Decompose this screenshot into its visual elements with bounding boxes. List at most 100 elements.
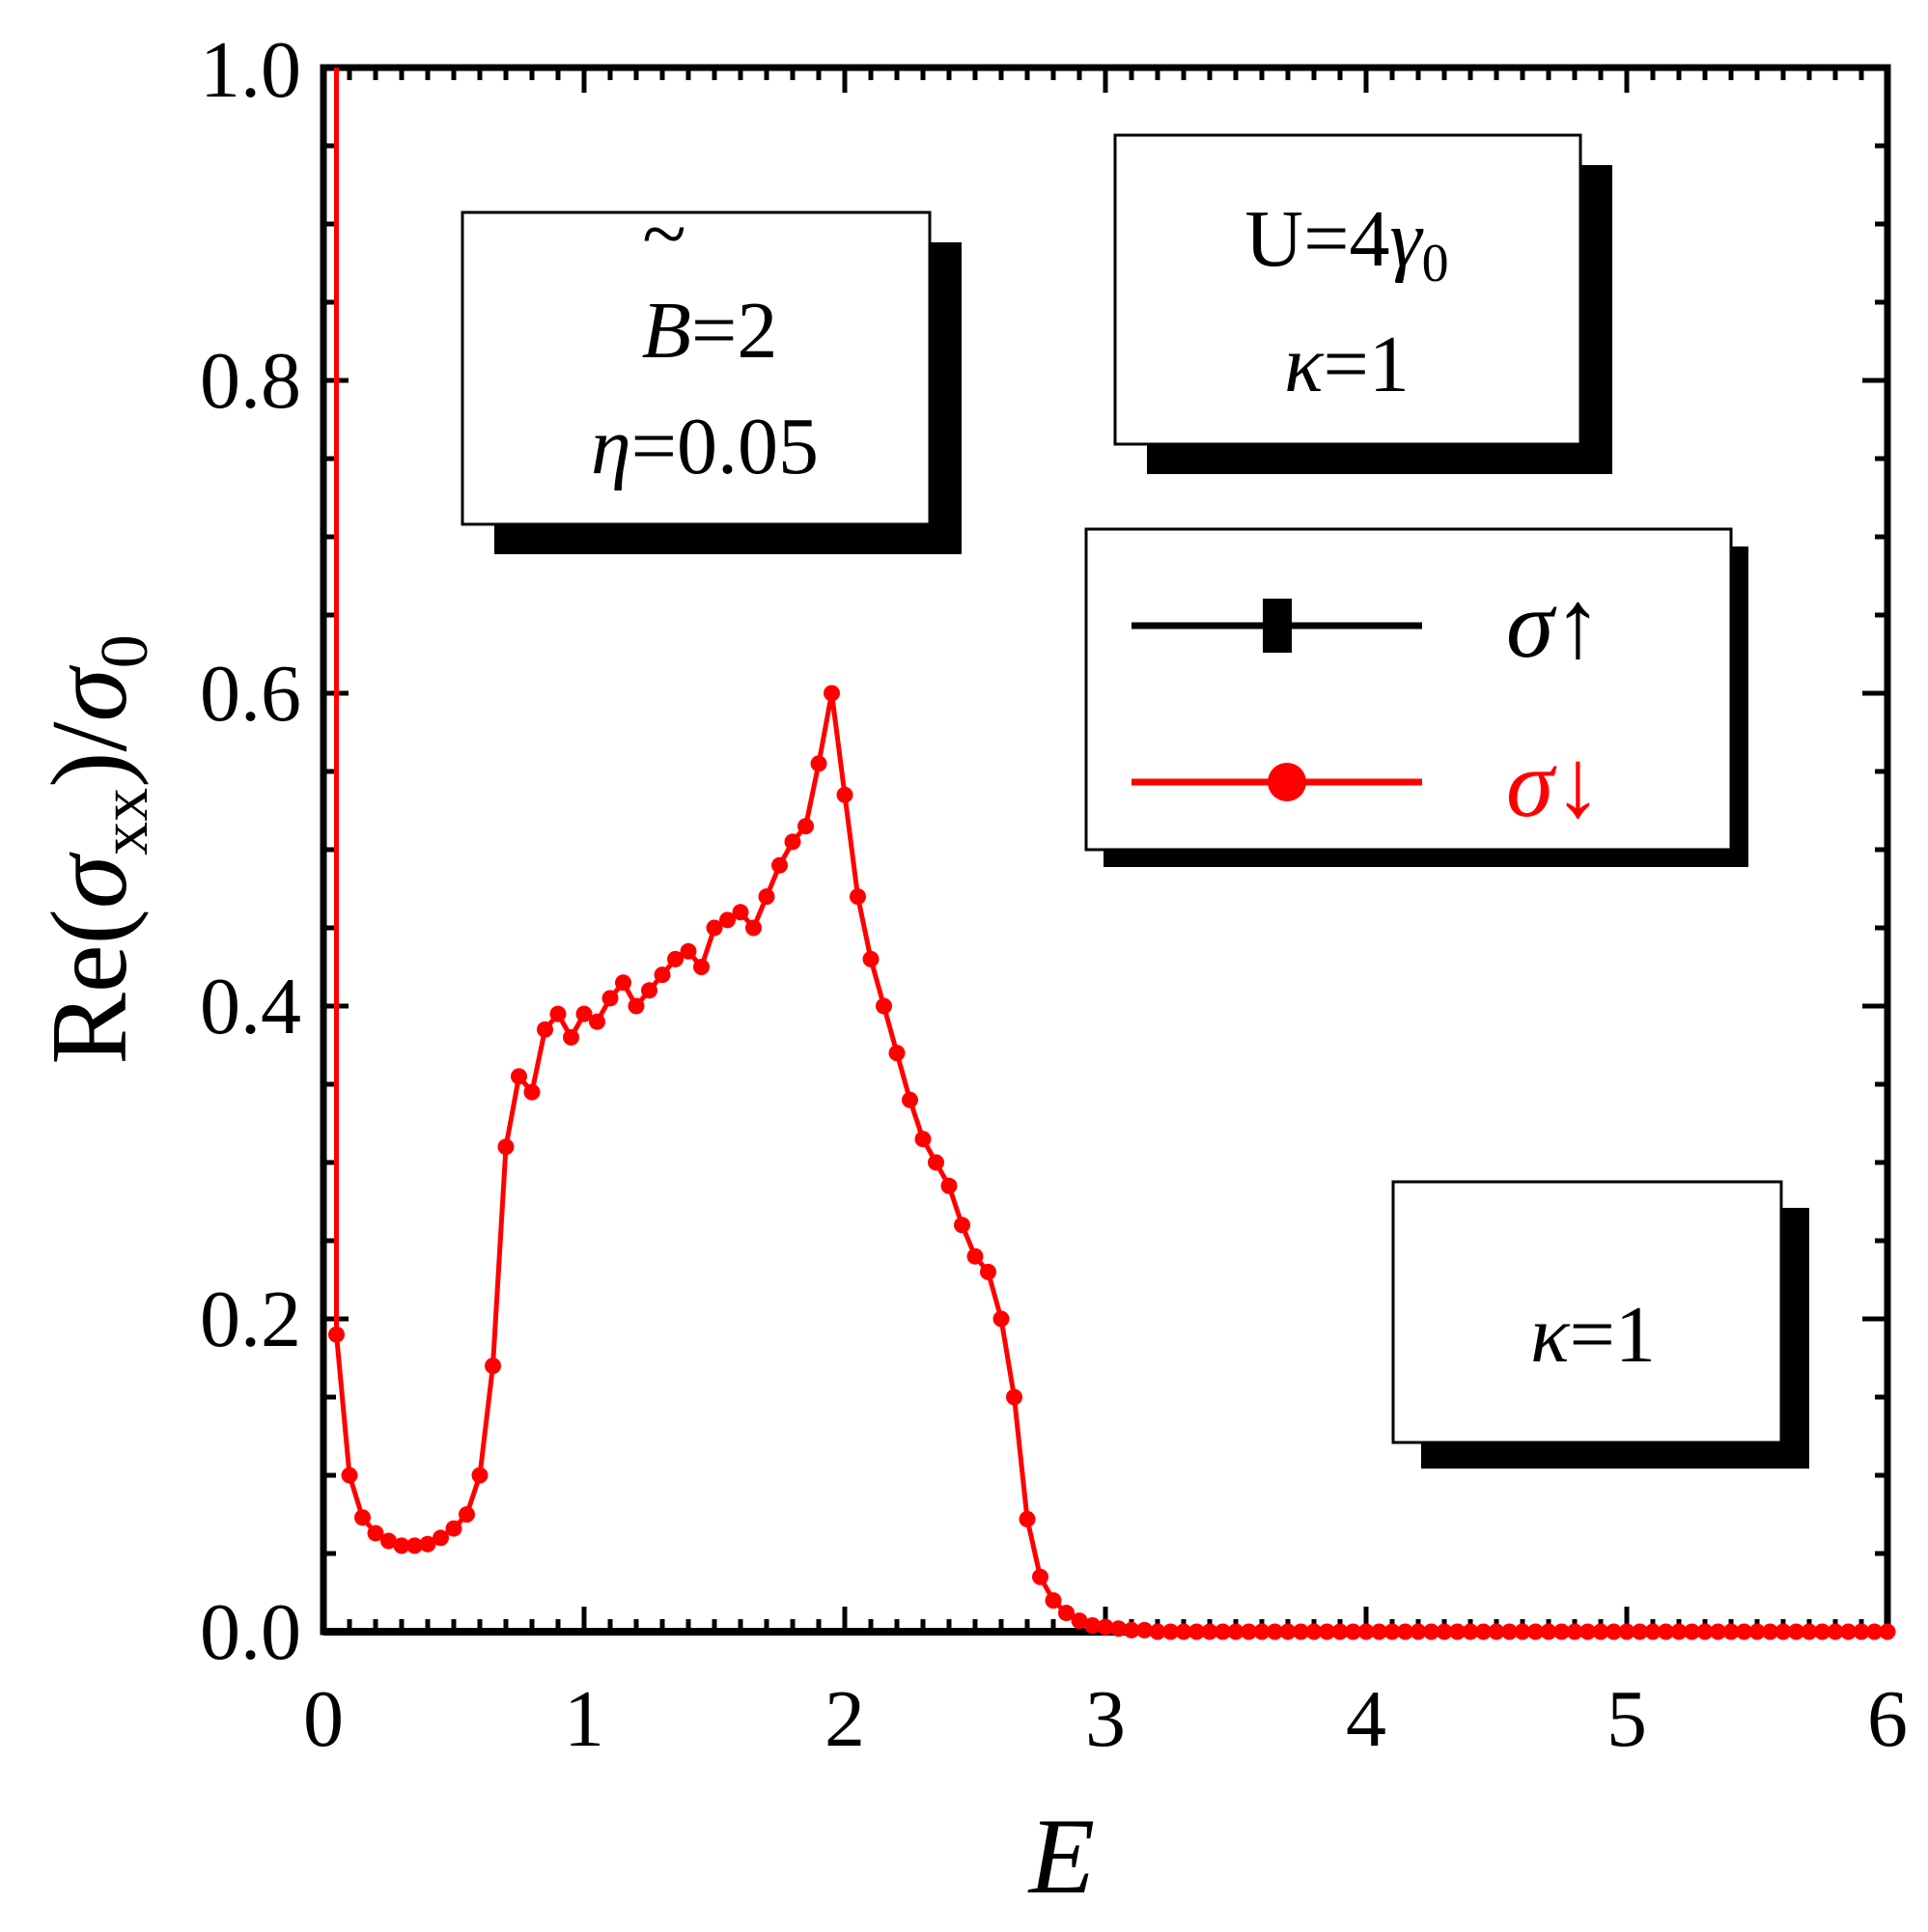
legend-entry-up: σ↑ <box>1132 571 1602 678</box>
data-point <box>433 1529 449 1547</box>
data-point <box>549 1005 567 1022</box>
data-point <box>980 1263 996 1280</box>
data-point <box>641 982 657 999</box>
data-point <box>693 959 710 975</box>
data-point <box>406 1537 423 1554</box>
data-point <box>680 942 697 960</box>
data-point <box>1045 1592 1062 1610</box>
y-tick-label: 0.8 <box>200 336 301 426</box>
data-point <box>523 1083 541 1101</box>
data-point <box>1331 1623 1349 1640</box>
data-point <box>354 1509 371 1526</box>
x-tick-label: 0 <box>303 1674 344 1764</box>
data-point <box>393 1537 410 1554</box>
data-point <box>1501 1623 1518 1640</box>
data-point <box>1410 1623 1427 1640</box>
data-point <box>628 997 645 1015</box>
data-point <box>1188 1623 1205 1640</box>
data-point <box>1215 1623 1231 1640</box>
data-point <box>511 1068 527 1085</box>
data-point <box>1722 1623 1740 1640</box>
data-point <box>914 1131 932 1148</box>
data-point <box>341 1467 358 1484</box>
data-point <box>1658 1623 1674 1640</box>
data-point <box>1436 1623 1453 1640</box>
annotation-box-u: U=4γ0 κ=1 <box>1113 133 1612 474</box>
x-tick-label: 3 <box>1085 1674 1126 1764</box>
data-point <box>1097 1618 1114 1636</box>
legend-label-up: σ↑ <box>1506 571 1602 678</box>
data-point <box>1357 1623 1375 1640</box>
legend-marker-square <box>1263 599 1292 653</box>
data-point <box>1475 1623 1492 1640</box>
data-point <box>1527 1623 1544 1640</box>
data-point <box>367 1525 384 1542</box>
data-point <box>1423 1623 1439 1640</box>
data-point <box>1514 1623 1531 1640</box>
data-point <box>1827 1623 1844 1640</box>
data-point <box>471 1467 489 1484</box>
data-point <box>1710 1623 1726 1640</box>
data-point <box>575 1005 593 1022</box>
data-point <box>1058 1605 1075 1622</box>
u-label: U=4γ0 <box>1244 194 1448 294</box>
data-point <box>1162 1623 1179 1640</box>
data-point <box>876 997 892 1015</box>
data-point <box>1814 1623 1830 1640</box>
data-point <box>928 1154 944 1171</box>
data-point <box>1319 1623 1335 1640</box>
data-point <box>1032 1568 1048 1585</box>
data-point <box>850 888 866 906</box>
data-point <box>1748 1623 1766 1640</box>
x-tick-labels: 0 1 2 3 4 5 6 <box>303 1674 1908 1764</box>
annotation-box-field: ~ B=2 η=0.05 <box>461 189 962 554</box>
data-point <box>1084 1617 1101 1635</box>
data-point <box>1149 1623 1166 1640</box>
data-point <box>1684 1623 1700 1640</box>
data-point <box>1006 1388 1022 1406</box>
data-point <box>537 1021 553 1038</box>
x-tick-label: 1 <box>564 1674 604 1764</box>
data-point <box>1788 1623 1804 1640</box>
data-point <box>1371 1623 1387 1640</box>
x-axis-title: E <box>1027 1797 1095 1917</box>
eta-label: η=0.05 <box>591 402 819 491</box>
annotation-box-kappa: κ=1 <box>1391 1180 1809 1469</box>
data-point <box>1462 1623 1479 1640</box>
legend-marker-circle <box>1268 763 1306 801</box>
data-point <box>1110 1620 1127 1638</box>
data-point <box>563 1028 579 1046</box>
data-point <box>1279 1623 1297 1640</box>
data-point <box>758 888 775 906</box>
data-point <box>824 685 840 702</box>
data-point <box>1540 1623 1557 1640</box>
y-tick-label: 0.0 <box>200 1587 301 1677</box>
data-point <box>1566 1623 1583 1640</box>
data-point <box>954 1217 970 1234</box>
data-point <box>1736 1623 1752 1640</box>
legend: σ↑ σ↓ <box>1084 527 1748 867</box>
data-point <box>445 1520 462 1537</box>
data-point <box>1253 1623 1271 1640</box>
data-point <box>459 1506 475 1523</box>
data-point <box>1201 1623 1218 1640</box>
data-point <box>1762 1623 1778 1640</box>
data-point <box>1071 1612 1088 1630</box>
data-point <box>1305 1623 1323 1640</box>
y-tick-label: 0.2 <box>200 1274 301 1364</box>
data-point <box>1618 1623 1635 1640</box>
x-tick-label: 5 <box>1607 1674 1647 1764</box>
y-tick-labels: 0.0 0.2 0.4 0.6 0.8 1.0 <box>200 25 301 1677</box>
data-point <box>1853 1623 1870 1640</box>
x-tick-label: 6 <box>1867 1674 1908 1764</box>
legend-label-down: σ↓ <box>1506 730 1602 837</box>
kappa-label: κ=1 <box>1284 320 1410 409</box>
data-point <box>1136 1621 1153 1638</box>
data-point <box>1606 1623 1622 1640</box>
data-point <box>1670 1623 1688 1640</box>
y-tick-label: 1.0 <box>200 25 301 115</box>
data-point <box>1632 1623 1648 1640</box>
data-point <box>1123 1621 1140 1638</box>
data-point <box>1801 1623 1818 1640</box>
